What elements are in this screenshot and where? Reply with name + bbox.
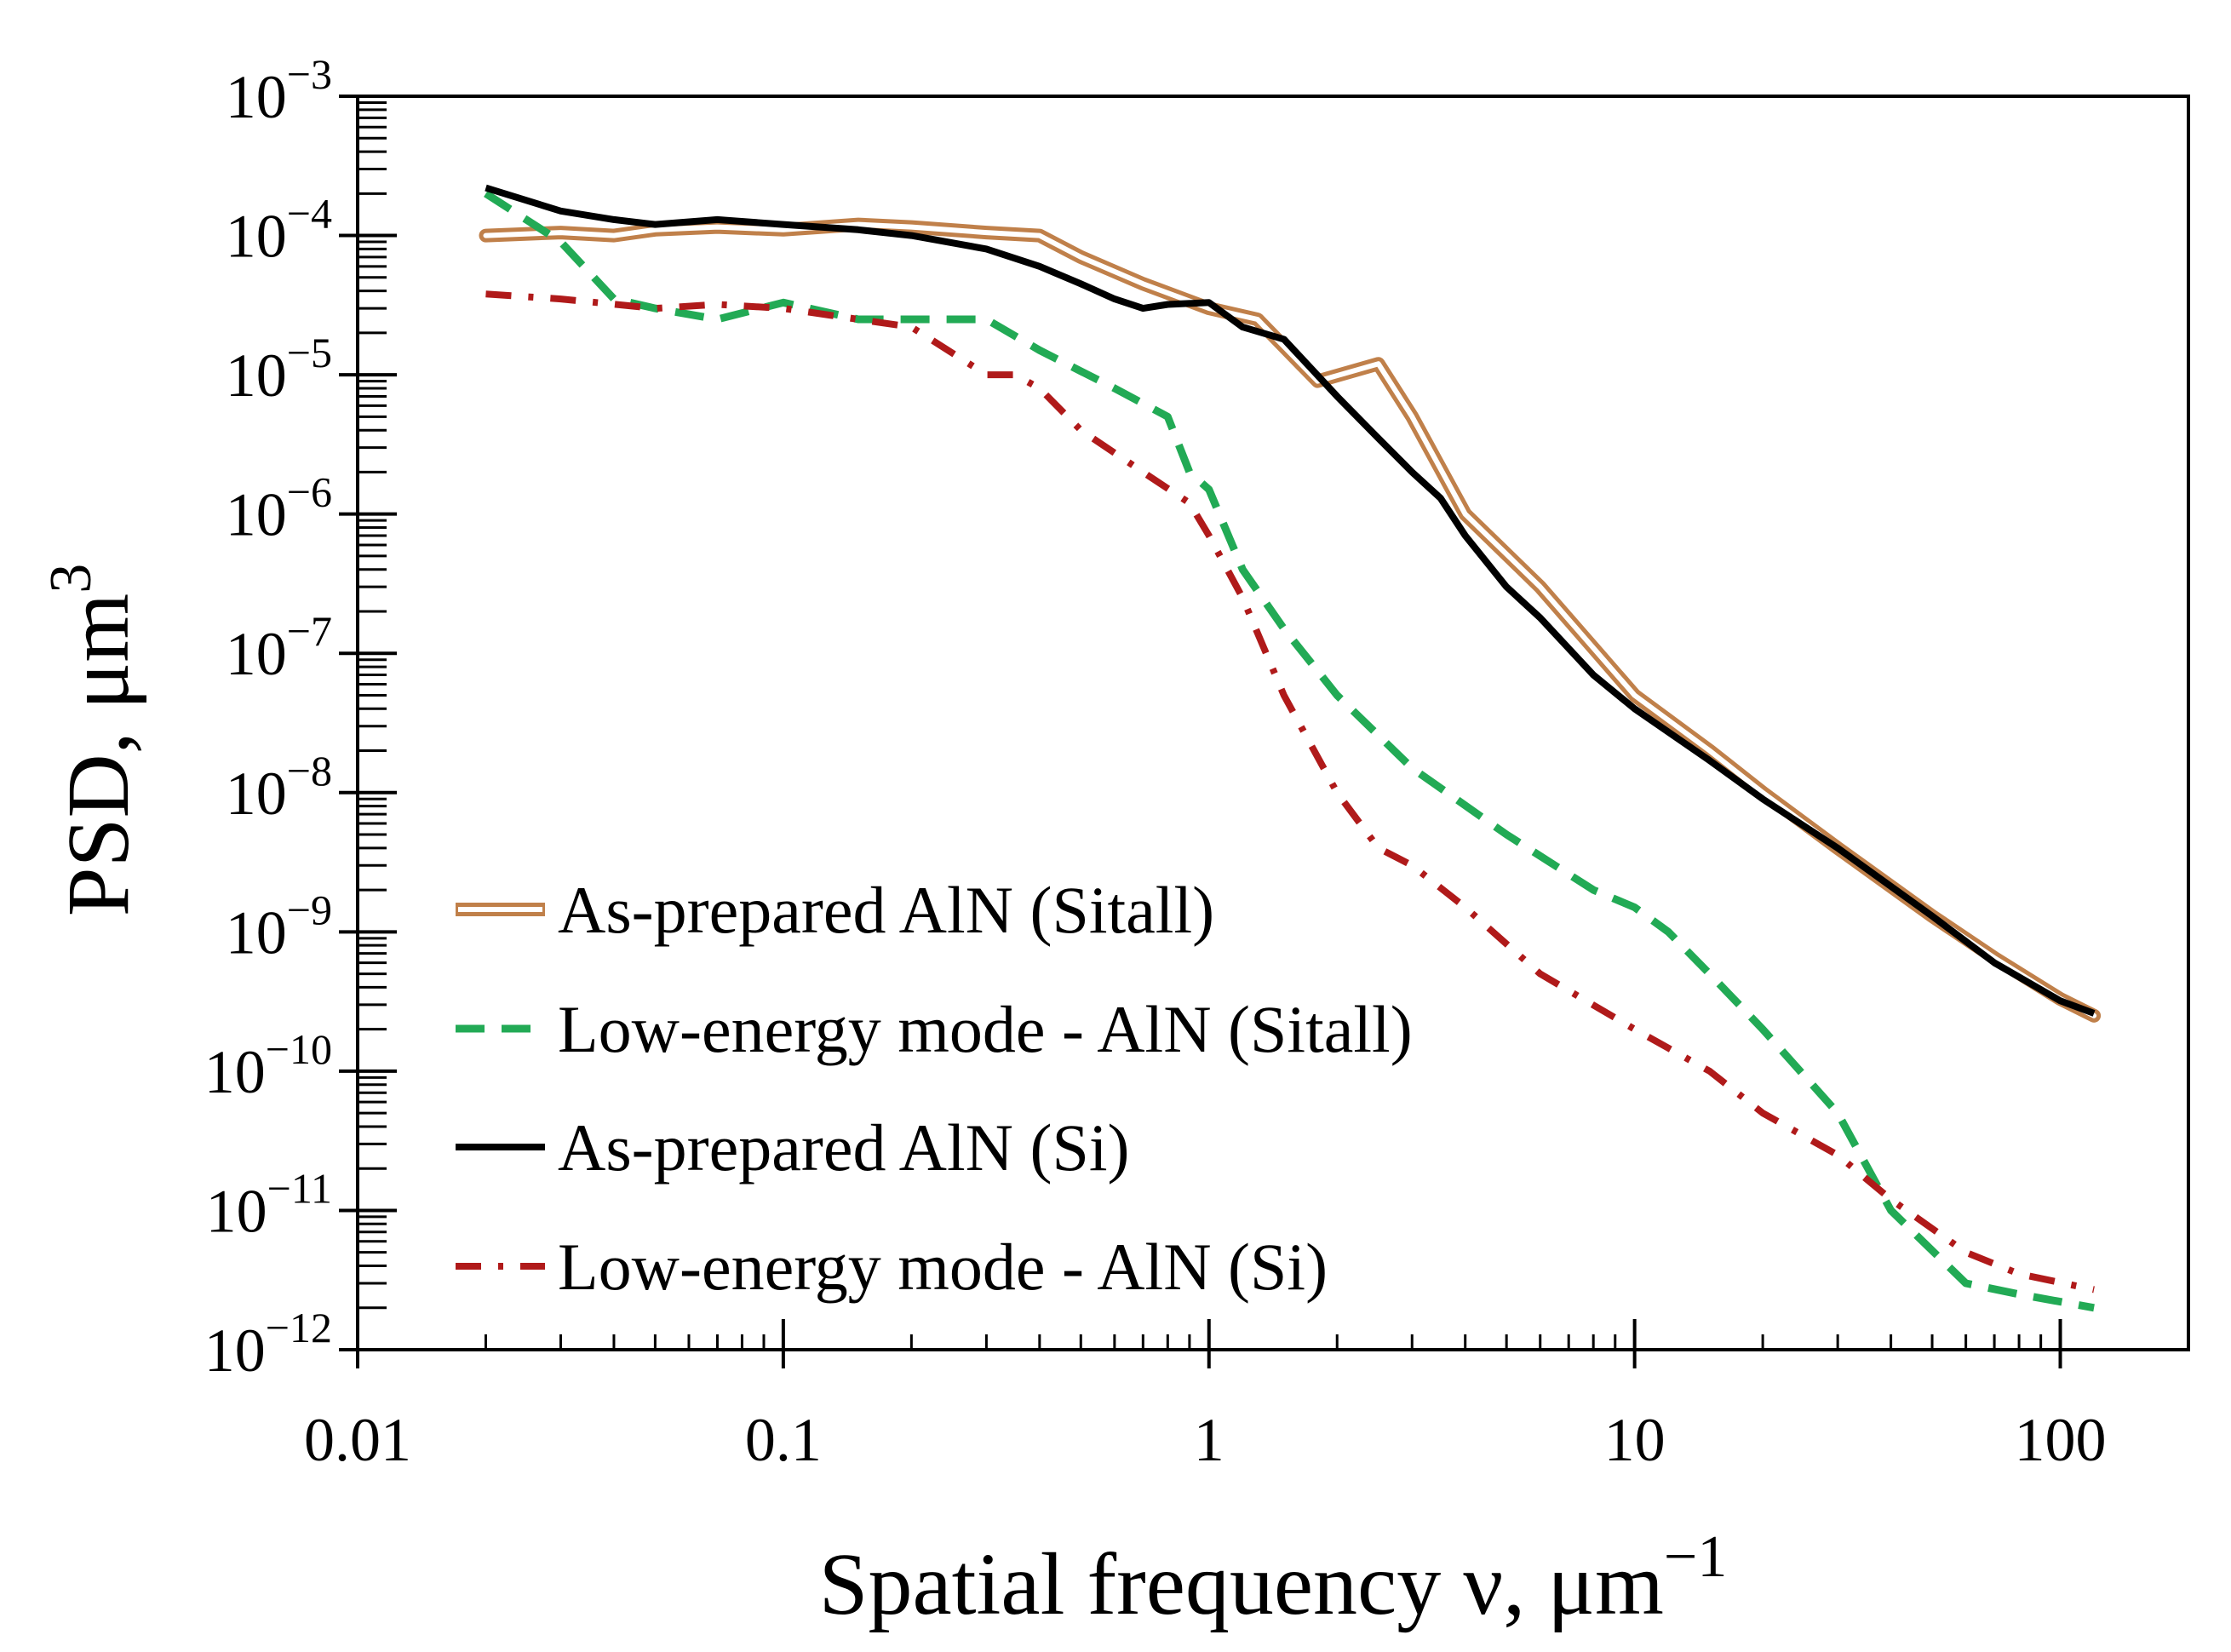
y-tick-label-base: 10 [204, 1316, 266, 1385]
legend-item: As-prepared AlN (Si) [456, 1110, 1130, 1185]
y-tick-label-exponent: −10 [266, 1025, 332, 1073]
x-tick-label: 0.01 [304, 1406, 411, 1474]
x-ticks: 0.01 0.1 1 10 100 [304, 1319, 2107, 1474]
y-tick-label: 10−11 [206, 1164, 332, 1245]
y-tick-label: 10−3 [226, 50, 332, 131]
y-tick-label-exponent: −5 [287, 329, 332, 376]
y-tick-label: 10−10 [204, 1025, 332, 1106]
legend-label: Low-energy mode - AlN (Sitall) [558, 992, 1413, 1066]
y-tick-label-exponent: −4 [287, 190, 332, 238]
legend-item: Low-energy mode - AlN (Sitall) [456, 992, 1413, 1066]
y-tick-label: 10−5 [226, 329, 332, 410]
legend-item: Low-energy mode - AlN (Si) [456, 1230, 1328, 1304]
y-tick-label: 10−8 [226, 747, 332, 828]
legend-label: Low-energy mode - AlN (Si) [558, 1230, 1328, 1304]
y-tick-label-base: 10 [226, 898, 287, 967]
y-tick-label-exponent: −11 [267, 1164, 332, 1212]
x-axis-title-superscript: −1 [1664, 1524, 1727, 1590]
y-tick-label: 10−9 [226, 886, 332, 967]
x-tick-label: 0.1 [745, 1406, 822, 1474]
x-axis-title: Spatial frequency ν, μm−1 [819, 1524, 1728, 1633]
y-tick-label-exponent: −8 [287, 747, 332, 794]
y-ticks: 10−310−410−510−610−710−810−910−1010−1110… [204, 50, 397, 1385]
y-tick-label-base: 10 [226, 203, 287, 271]
y-tick-label: 10−7 [226, 607, 332, 688]
y-tick-label-exponent: −12 [266, 1304, 332, 1351]
y-axis-title-text: PSD, μm [49, 594, 147, 916]
y-axis-title: PSD, μm3 [38, 564, 147, 916]
y-tick-label-exponent: −3 [287, 50, 332, 98]
series-line-low-energy-mode-aln-sitall [484, 190, 2095, 1312]
plot-frame [356, 95, 2190, 1351]
y-tick-label-base: 10 [226, 620, 287, 688]
y-tick-label: 10−4 [226, 190, 332, 271]
x-tick-label: 1 [1194, 1406, 1224, 1474]
series-layer [479, 184, 2102, 1312]
y-tick-label-base: 10 [206, 1177, 267, 1245]
y-tick-label-base: 10 [226, 481, 287, 549]
y-tick-label-exponent: −6 [287, 468, 332, 516]
y-axis-title-superscript: 3 [38, 564, 104, 594]
x-axis-title-text: Spatial frequency ν, μm [819, 1535, 1664, 1633]
x-tick-label: 100 [2015, 1406, 2107, 1474]
x-minor-ticks [484, 1334, 2043, 1350]
y-minor-ticks [358, 100, 387, 1310]
y-tick-label-base: 10 [226, 760, 287, 828]
legend-label: As-prepared AlN (Si) [558, 1110, 1130, 1185]
series-line-low-energy-mode-aln-si [485, 290, 2095, 1293]
y-tick-label-base: 10 [226, 341, 287, 410]
series-line-as-prepared-aln-si [485, 184, 2096, 1017]
y-tick-label-exponent: −7 [287, 607, 332, 655]
y-tick-label-exponent: −9 [287, 886, 332, 933]
legend-label: As-prepared AlN (Sitall) [558, 873, 1214, 947]
x-tick-label: 10 [1604, 1406, 1666, 1474]
y-tick-label: 10−12 [204, 1304, 332, 1385]
y-tick-label: 10−6 [226, 468, 332, 549]
y-tick-label-base: 10 [204, 1038, 266, 1106]
legend-item: As-prepared AlN (Sitall) [456, 873, 1214, 947]
y-tick-label-base: 10 [226, 63, 287, 131]
legend: As-prepared AlN (Sitall) Low-energy mode … [456, 873, 1413, 1304]
